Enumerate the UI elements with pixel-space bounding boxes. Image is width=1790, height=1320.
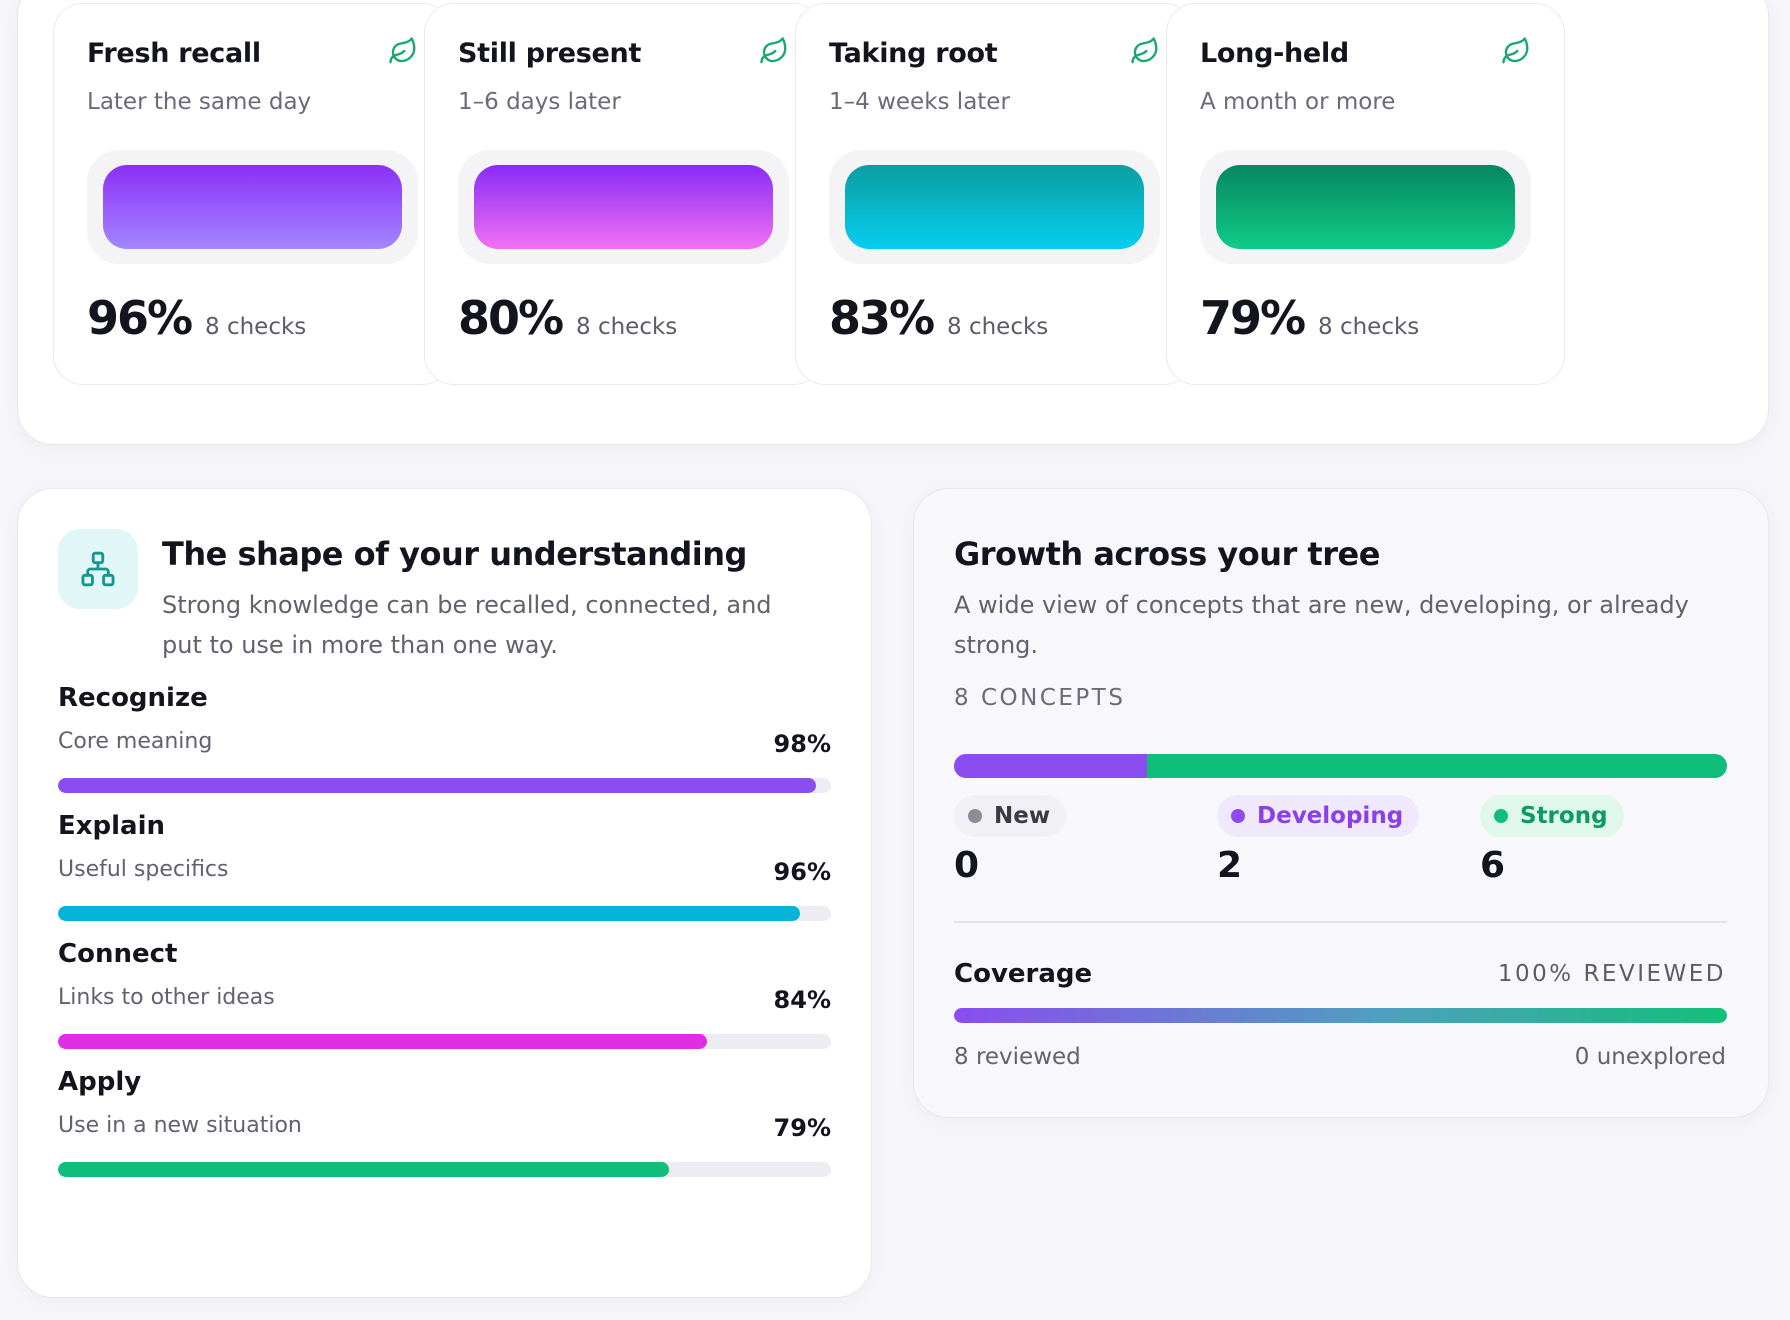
stage-checks: 8 checks bbox=[947, 314, 1049, 340]
legend-pill: New bbox=[954, 795, 1067, 837]
stage-checks: 8 checks bbox=[205, 314, 307, 340]
legend-item: Developing 2 bbox=[1217, 795, 1420, 886]
stage-title: Taking root bbox=[829, 38, 998, 69]
legend-item: New 0 bbox=[954, 795, 1067, 886]
stage-card: Fresh recall Later the same day 96% 8 check… bbox=[53, 3, 452, 385]
legend-label: Strong bbox=[1520, 803, 1608, 829]
legend-label: Developing bbox=[1257, 803, 1404, 829]
skill-name: Apply bbox=[58, 1067, 142, 1097]
understanding-panel: The shape of your understanding Strong k… bbox=[17, 488, 872, 1298]
skill-track bbox=[58, 1162, 831, 1177]
skill-row: Apply Use in a new situation 79% bbox=[58, 1067, 831, 1187]
skill-track bbox=[58, 778, 831, 793]
growth-description: A wide view of concepts that are new, de… bbox=[954, 591, 1689, 659]
legend-pill: Developing bbox=[1217, 795, 1420, 837]
skill-track bbox=[58, 906, 831, 921]
understanding-title: The shape of your understanding bbox=[162, 535, 747, 573]
skill-track bbox=[58, 1034, 831, 1049]
skill-description: Links to other ideas bbox=[58, 985, 275, 1010]
concept-count: 8 CONCEPTS bbox=[954, 685, 1126, 711]
skill-percent: 96% bbox=[773, 858, 831, 886]
stage-swatch bbox=[1216, 165, 1515, 249]
legend-count: 6 bbox=[1480, 845, 1506, 886]
unexplored-count: 0 unexplored bbox=[1574, 1044, 1726, 1070]
stage-swatch bbox=[845, 165, 1144, 249]
skill-fill bbox=[58, 1034, 708, 1049]
stage-percent: 80% bbox=[458, 291, 564, 345]
legend-count: 2 bbox=[1217, 845, 1243, 886]
concept-mix-segment bbox=[1147, 754, 1727, 778]
stage-percent: 79% bbox=[1200, 291, 1306, 345]
stage-subtitle: Later the same day bbox=[87, 89, 312, 115]
legend-item: Strong 6 bbox=[1480, 795, 1624, 886]
coverage-stat: 100% REVIEWED bbox=[1497, 961, 1726, 987]
stage-swatch-frame bbox=[1200, 150, 1531, 264]
legend-dot bbox=[1494, 809, 1508, 823]
skill-fill bbox=[58, 906, 801, 921]
skill-row: Explain Useful specifics 96% bbox=[58, 811, 831, 931]
skill-name: Explain bbox=[58, 811, 166, 841]
stage-title: Long-held bbox=[1200, 38, 1349, 69]
skill-percent: 84% bbox=[773, 986, 831, 1014]
skill-percent: 98% bbox=[773, 730, 831, 758]
legend-label: New bbox=[994, 803, 1051, 829]
stage-checks: 8 checks bbox=[1318, 314, 1420, 340]
skill-description: Core meaning bbox=[58, 729, 213, 754]
leaf-icon bbox=[1501, 36, 1531, 66]
stage-title: Still present bbox=[458, 38, 642, 69]
leaf-icon bbox=[388, 36, 418, 66]
coverage-track bbox=[954, 1008, 1727, 1023]
stage-percent: 83% bbox=[829, 291, 935, 345]
skill-fill bbox=[58, 778, 816, 793]
legend-count: 0 bbox=[954, 845, 980, 886]
legend-dot bbox=[1231, 809, 1245, 823]
skill-name: Recognize bbox=[58, 683, 208, 713]
stage-card: Taking root 1–4 weeks later 83% 8 checks bbox=[795, 3, 1194, 385]
stage-swatch bbox=[474, 165, 773, 249]
hierarchy-icon bbox=[58, 529, 138, 609]
skill-row: Connect Links to other ideas 84% bbox=[58, 939, 831, 1059]
stage-subtitle: 1–6 days later bbox=[458, 89, 621, 115]
growth-title: Growth across your tree bbox=[954, 535, 1380, 573]
reviewed-count: 8 reviewed bbox=[954, 1044, 1081, 1070]
stage-title: Fresh recall bbox=[87, 38, 261, 69]
stage-subtitle: 1–4 weeks later bbox=[829, 89, 1010, 115]
divider bbox=[954, 921, 1727, 923]
stage-percent: 96% bbox=[87, 291, 193, 345]
legend-pill: Strong bbox=[1480, 795, 1624, 837]
leaf-icon bbox=[759, 36, 789, 66]
skill-percent: 79% bbox=[773, 1114, 831, 1142]
understanding-description: Strong knowledge can be recalled, connec… bbox=[162, 591, 772, 659]
memory-stages-panel: Fresh recall Later the same day 96% 8 check… bbox=[17, 0, 1769, 445]
stage-swatch-frame bbox=[87, 150, 418, 264]
growth-panel: Growth across your tree A wide view of c… bbox=[913, 488, 1769, 1118]
stage-swatch-frame bbox=[458, 150, 789, 264]
skill-name: Connect bbox=[58, 939, 178, 969]
stage-subtitle: A month or more bbox=[1200, 89, 1396, 115]
concept-mix-segment bbox=[954, 754, 1148, 778]
stage-card: Long-held A month or more 79% 8 checks bbox=[1166, 3, 1565, 385]
skill-description: Useful specifics bbox=[58, 857, 229, 882]
stage-card: Still present 1–6 days later 80% 8 checks bbox=[424, 3, 823, 385]
stage-swatch bbox=[103, 165, 402, 249]
concept-mix-bar bbox=[954, 754, 1727, 778]
skill-fill bbox=[58, 1162, 669, 1177]
coverage-fill bbox=[954, 1008, 1727, 1023]
leaf-icon bbox=[1130, 36, 1160, 66]
coverage-label: Coverage bbox=[954, 959, 1093, 989]
skill-row: Recognize Core meaning 98% bbox=[58, 683, 831, 803]
stage-swatch-frame bbox=[829, 150, 1160, 264]
skill-description: Use in a new situation bbox=[58, 1113, 302, 1138]
stage-checks: 8 checks bbox=[576, 314, 678, 340]
legend-dot bbox=[968, 809, 982, 823]
